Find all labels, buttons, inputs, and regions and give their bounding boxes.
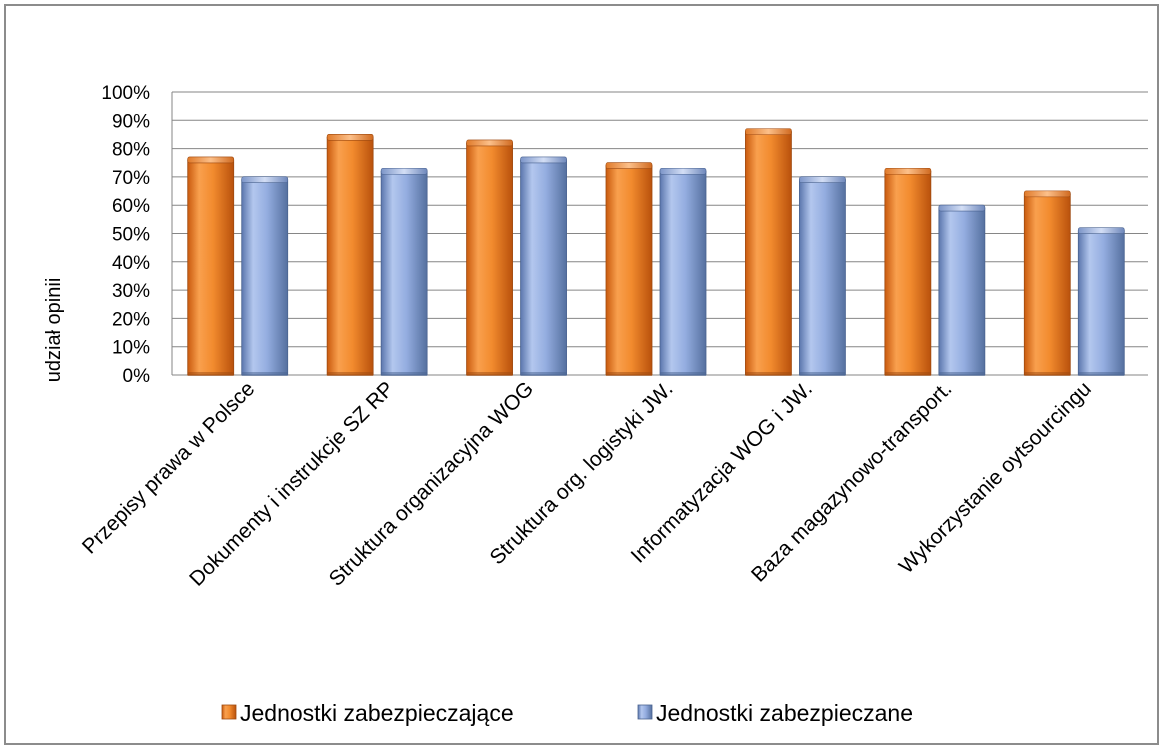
y-axis: 0% 10% 20% 30% 40% 50% 60% 70% 80% 90% 100% <box>101 83 1148 387</box>
y-axis-title: udział opinii <box>43 278 65 383</box>
bar-base <box>799 372 846 376</box>
bar-zabezpieczajace <box>1023 193 1071 376</box>
bar-zabezpieczane <box>1077 230 1125 376</box>
y-tick-label: 20% <box>112 309 150 330</box>
bar-zabezpieczane <box>520 159 567 376</box>
bar-base <box>884 372 931 376</box>
bar-zabezpieczajace <box>605 165 653 376</box>
bar-zabezpieczajace <box>326 136 374 376</box>
y-tick-label: 50% <box>112 225 150 246</box>
bar-zabezpieczane <box>799 179 846 376</box>
y-tick-label: 10% <box>112 338 150 359</box>
y-tick-label: 40% <box>112 253 150 274</box>
bar-zabezpieczane <box>938 207 986 376</box>
legend-label: Jednostki zabezpieczające <box>240 700 514 726</box>
y-tick-label: 0% <box>123 366 151 387</box>
bar-base <box>381 372 428 376</box>
bar-cap <box>605 162 653 169</box>
y-tick-label: 80% <box>112 140 150 161</box>
bars <box>187 128 1125 376</box>
bar-base <box>327 372 374 376</box>
y-tick-label: 70% <box>112 168 150 189</box>
bar-zabezpieczane <box>380 170 428 376</box>
bar-zabezpieczajace <box>884 170 932 376</box>
legend-swatch <box>221 704 237 720</box>
bar-base <box>520 372 567 376</box>
bar-base <box>241 372 288 376</box>
bar-base <box>606 372 652 376</box>
legend: Jednostki zabezpieczające Jednostki zabez… <box>221 700 913 726</box>
bar-cap <box>520 156 567 164</box>
bar-zabezpieczane <box>659 170 707 376</box>
bar-cap <box>241 176 289 184</box>
bar-cap <box>187 156 235 164</box>
bar-cap <box>659 167 707 175</box>
bar-base <box>745 372 792 376</box>
legend-label: Jednostki zabezpieczane <box>656 700 913 726</box>
bar-cap <box>466 139 513 147</box>
bar-base <box>1024 372 1071 376</box>
bar-zabezpieczane <box>241 179 289 376</box>
bar-cap <box>1023 190 1071 198</box>
legend-swatch <box>637 704 653 720</box>
bar-zabezpieczajace <box>466 142 513 376</box>
bar-base <box>187 372 234 376</box>
bar-cap <box>938 204 986 212</box>
bar-zabezpieczajace <box>745 131 792 376</box>
bar-zabezpieczajace <box>187 159 235 376</box>
y-tick-label: 90% <box>112 111 150 132</box>
bar-cap <box>884 167 932 175</box>
bar-base <box>1078 372 1125 376</box>
bar-base <box>938 372 985 376</box>
bar-cap <box>745 128 792 135</box>
y-tick-label: 60% <box>112 196 150 217</box>
y-tick-label: 100% <box>101 83 150 104</box>
y-tick-label: 30% <box>112 281 150 302</box>
bar-cap <box>799 176 846 184</box>
bar-base <box>466 372 513 376</box>
bar-cap <box>380 167 428 175</box>
bar-cap <box>326 133 374 141</box>
bar-base <box>660 372 706 376</box>
bar-cap <box>1077 227 1125 234</box>
